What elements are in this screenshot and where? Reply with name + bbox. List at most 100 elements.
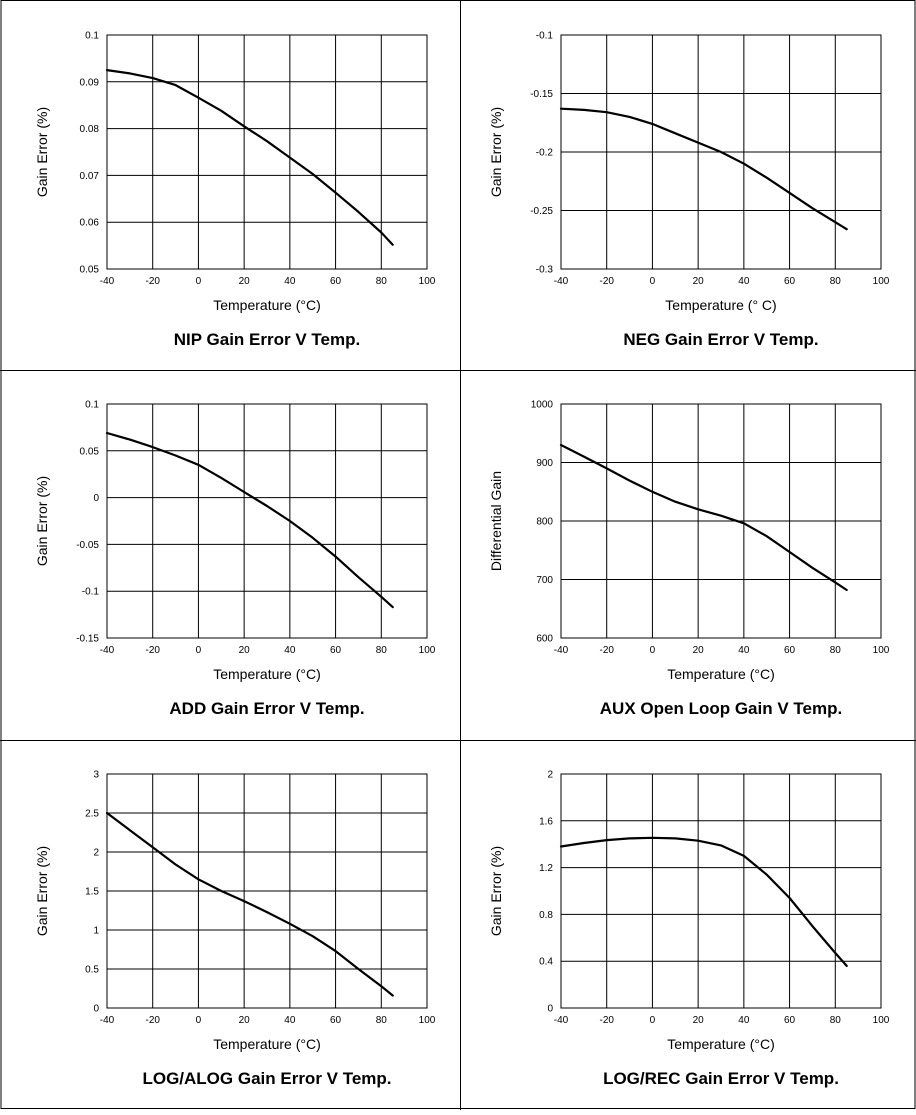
plot-area: [560, 403, 882, 639]
data-point: [220, 477, 223, 479]
x-tick-label: 20: [693, 1015, 705, 1026]
data-point: [391, 994, 394, 997]
data-point: [811, 925, 814, 927]
y-tick-label: -0.15: [76, 634, 99, 645]
y-tick-label: 0: [547, 1004, 553, 1015]
data-point: [243, 900, 245, 902]
x-tick-label: 100: [873, 645, 890, 656]
data-point: [583, 842, 585, 844]
plot-area: [560, 773, 882, 1009]
chart-title: LOG/REC Gain Error V Temp.: [603, 1069, 839, 1088]
x-tick-label: 20: [239, 276, 251, 287]
x-tick-label: 100: [419, 645, 436, 656]
data-point: [720, 514, 722, 517]
data-point: [845, 589, 848, 591]
x-tick-label: 0: [650, 1015, 656, 1026]
x-axis-label: Temperature (° C): [665, 297, 776, 313]
data-point: [605, 839, 608, 841]
chart-add-gain-error-v-temp: -40 -20 0 20 40 60 80 100 -0.15 -0.1 -0.05 0 0.05 0.1…: [34, 400, 436, 719]
series-line: [105, 811, 394, 997]
data-point: [788, 192, 791, 194]
y-tick-label: 2: [547, 770, 553, 781]
x-tick-label: 40: [738, 1015, 750, 1026]
series-line: [559, 836, 848, 968]
chart-aux-open-loop-gain-v-temp: -40 -20 0 20 40 60 80 100 600 700 800 900 1000 Temper…: [488, 400, 890, 719]
x-tick-label: -20: [599, 645, 614, 656]
x-tick-label: -40: [554, 645, 569, 656]
data-point: [834, 221, 837, 223]
data-point: [106, 812, 108, 814]
x-tick-label: 0: [196, 1015, 202, 1026]
y-tick-label: 0.08: [80, 124, 100, 135]
x-tick-label: 80: [830, 645, 842, 656]
x-tick-label: -20: [599, 1015, 614, 1026]
data-point: [289, 156, 291, 159]
x-tick-label: -20: [145, 1015, 160, 1026]
y-tick-label: 1000: [531, 400, 554, 411]
data-point: [151, 77, 154, 79]
y-tick-label: 600: [536, 634, 553, 645]
y-axis-label: Gain Error (%): [34, 107, 50, 197]
data-point: [266, 911, 268, 913]
data-point: [743, 162, 745, 165]
y-axis-label: Gain Error (%): [488, 107, 504, 197]
y-tick-label: 700: [536, 575, 553, 586]
x-tick-label: 60: [784, 276, 796, 287]
plot-area: [106, 773, 428, 1009]
data-point: [651, 491, 654, 493]
data-point: [651, 837, 654, 839]
plot-area: [106, 403, 428, 639]
chart-nip-gain-error-v-temp: -40 -20 0 20 40 60 80 100 0.05 0.06 0.07 0.08 0.09 0.…: [34, 31, 436, 350]
x-tick-label: 40: [284, 276, 296, 287]
chart-log-alog-gain-error-v-temp: -40 -20 0 20 40 60 80 100 0 0.5 1 1.5 2 2.5 3 Temperatu…: [34, 770, 436, 1089]
data-point: [697, 141, 699, 144]
x-tick-label: 20: [239, 1015, 251, 1026]
data-point: [765, 176, 768, 179]
y-tick-label: 0.5: [85, 965, 99, 976]
plot-area: [560, 34, 882, 270]
x-axis-label: Temperature (°C): [213, 1036, 321, 1052]
y-tick-label: 0.06: [80, 218, 100, 229]
y-tick-label: -0.3: [536, 265, 554, 276]
data-point: [151, 446, 154, 448]
data-point: [697, 839, 699, 842]
x-tick-label: 100: [419, 1015, 436, 1026]
data-point: [651, 123, 654, 125]
x-axis-label: Temperature (°C): [213, 297, 321, 313]
data-point: [243, 125, 245, 128]
y-tick-label: -0.1: [82, 587, 100, 598]
x-tick-label: 80: [376, 645, 388, 656]
data-point: [311, 173, 314, 175]
data-point: [129, 829, 131, 831]
data-point: [311, 537, 314, 539]
y-tick-label: -0.05: [76, 540, 99, 551]
y-tick-label: 0.05: [80, 446, 100, 457]
data-point: [174, 454, 177, 457]
data-point: [697, 508, 699, 511]
x-tick-label: 40: [284, 645, 296, 656]
y-axis-label: Differential Gain: [488, 471, 504, 571]
data-point: [834, 952, 837, 954]
data-point: [674, 132, 677, 135]
x-tick-label: 40: [738, 276, 750, 287]
x-axis-label: Temperature (°C): [667, 666, 775, 682]
data-point: [743, 522, 745, 525]
y-tick-label: -0.15: [530, 89, 553, 100]
plot-area: [106, 34, 428, 270]
x-tick-label: 100: [873, 276, 890, 287]
y-tick-label: 0.4: [539, 957, 553, 968]
y-tick-label: 0.8: [539, 910, 553, 921]
x-tick-label: -40: [554, 276, 569, 287]
x-tick-label: 80: [830, 1015, 842, 1026]
data-point: [560, 845, 562, 848]
data-point: [583, 455, 585, 458]
data-point: [560, 107, 562, 110]
data-point: [391, 606, 394, 608]
series-line: [559, 107, 848, 231]
data-point: [197, 96, 200, 99]
x-tick-label: 0: [196, 645, 202, 656]
y-tick-label: 0.1: [85, 400, 99, 411]
